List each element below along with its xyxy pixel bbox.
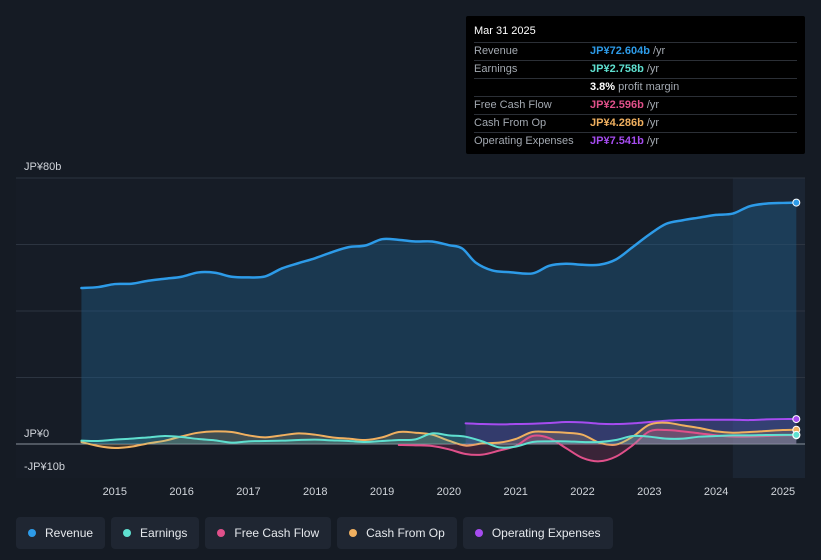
y-axis-tick-label: JP¥80b <box>24 161 61 173</box>
legend-dot-icon <box>217 529 226 537</box>
x-axis-tick-label: 2022 <box>570 486 594 498</box>
tooltip-row: 3.8% profit margin <box>474 79 797 97</box>
y-axis-tick-label: JP¥0 <box>24 428 49 440</box>
tooltip-row: Earnings JP¥2.758b/yr <box>474 61 797 79</box>
tooltip-row-unit: /yr <box>652 45 666 57</box>
cash-from-op-line <box>80 421 798 449</box>
tooltip-row-label: Earnings <box>474 63 518 75</box>
tooltip-row-label: Free Cash Flow <box>474 99 552 111</box>
tooltip-row-unit: /yr <box>646 63 660 75</box>
x-axis-tick-label: 2020 <box>437 486 461 498</box>
tooltip-date: Mar 31 2025 <box>474 24 797 43</box>
legend-dot-icon <box>28 529 36 537</box>
tooltip-row: Free Cash Flow JP¥2.596b/yr <box>474 97 797 115</box>
legend-dot-icon <box>349 529 358 537</box>
earnings-line <box>80 432 798 449</box>
tooltip-row-label: Revenue <box>474 45 519 57</box>
legend-dot-icon <box>123 529 132 537</box>
legend-label: Free Cash Flow <box>234 526 320 540</box>
earnings-end-point <box>792 430 801 439</box>
tooltip-row-value: JP¥7.541b <box>590 135 644 147</box>
legend-item-free-cash-flow[interactable]: Free Cash Flow <box>205 517 332 549</box>
revenue-line <box>80 201 798 290</box>
tooltip-row: Cash From Op JP¥4.286b/yr <box>474 115 797 133</box>
tooltip-row-label: Cash From Op <box>474 117 547 129</box>
legend-item-earnings[interactable]: Earnings <box>111 517 200 549</box>
tooltip-row-label: Operating Expenses <box>474 135 574 147</box>
x-axis-tick-label: 2019 <box>370 486 394 498</box>
revenue-end-point <box>792 198 801 207</box>
plot-area <box>16 178 805 478</box>
tooltip-row-value: JP¥2.596b <box>590 99 644 111</box>
tooltip-row-value: 3.8% <box>590 81 616 93</box>
legend-label: Operating Expenses <box>491 526 601 540</box>
free-cash-flow-line <box>397 428 798 463</box>
x-axis-tick-label: 2015 <box>103 486 127 498</box>
x-axis-tick-label: 2025 <box>771 486 795 498</box>
x-axis-tick-label: 2021 <box>503 486 527 498</box>
tooltip-row: Revenue JP¥72.604b/yr <box>474 43 797 61</box>
operating-expenses-end-point <box>792 415 801 424</box>
tooltip-row-value: JP¥4.286b <box>590 117 644 129</box>
legend: Revenue Earnings Free Cash Flow Cash From O… <box>16 517 613 549</box>
tooltip-panel: Mar 31 2025 Revenue JP¥72.604b/yr Earnings… <box>466 16 805 154</box>
tooltip-row: Operating Expenses JP¥7.541b/yr <box>474 133 797 150</box>
tooltip-row-value: JP¥2.758b <box>590 63 644 75</box>
legend-label: Revenue <box>45 526 94 540</box>
earnings-area <box>81 433 797 448</box>
x-axis-tick-label: 2023 <box>637 486 661 498</box>
legend-item-cash-from-op[interactable]: Cash From Op <box>337 517 457 549</box>
legend-item-revenue[interactable]: Revenue <box>16 517 106 549</box>
legend-item-operating-expenses[interactable]: Operating Expenses <box>462 517 613 549</box>
legend-dot-icon <box>474 529 483 537</box>
legend-label: Earnings <box>140 526 188 540</box>
legend-label: Cash From Op <box>366 526 445 540</box>
tooltip-row-unit: profit margin <box>618 81 680 93</box>
x-axis-tick-label: 2017 <box>236 486 260 498</box>
operating-expenses-line <box>464 418 798 426</box>
x-axis-tick-label: 2016 <box>169 486 193 498</box>
tooltip-row-unit: /yr <box>646 99 660 111</box>
tooltip-row-value: JP¥72.604b <box>590 45 650 57</box>
revenue-area <box>81 202 797 444</box>
x-axis-tick-label: 2024 <box>704 486 728 498</box>
y-axis-tick-label: -JP¥10b <box>24 461 65 473</box>
tooltip-row-unit: /yr <box>646 135 660 147</box>
chart: JP¥80b JP¥0 -JP¥10b 2015 2016 2017 2018 2019 202… <box>16 161 805 498</box>
tooltip-row-label <box>474 79 590 96</box>
x-axis-tick-label: 2018 <box>303 486 327 498</box>
tooltip-row-unit: /yr <box>646 117 660 129</box>
